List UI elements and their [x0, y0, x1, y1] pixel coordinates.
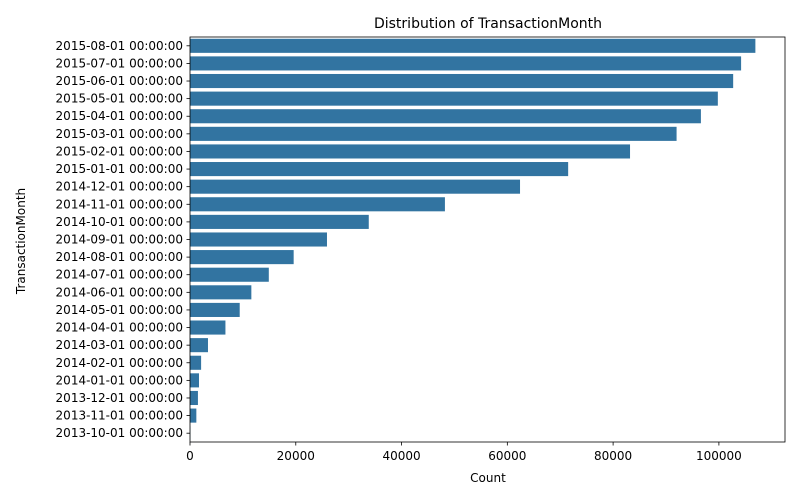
y-tick-label: 2014-05-01 00:00:00 [56, 303, 183, 317]
bar [190, 390, 198, 406]
y-tick-label: 2013-11-01 00:00:00 [56, 409, 183, 423]
bar [190, 126, 677, 141]
y-tick-label: 2014-03-01 00:00:00 [56, 338, 183, 352]
bar [190, 250, 294, 265]
y-tick-label: 2015-06-01 00:00:00 [56, 74, 183, 88]
bar [190, 91, 718, 106]
bar [190, 144, 631, 159]
bar [190, 179, 521, 194]
bar [190, 162, 569, 177]
x-tick-label: 0 [186, 449, 194, 463]
y-tick-label: 2014-09-01 00:00:00 [56, 233, 183, 247]
bar [190, 285, 252, 300]
y-tick-label: 2014-07-01 00:00:00 [56, 268, 183, 282]
y-tick-label: 2014-10-01 00:00:00 [56, 215, 183, 229]
y-tick-label: 2015-05-01 00:00:00 [56, 92, 183, 106]
y-tick-label: 2015-03-01 00:00:00 [56, 127, 183, 141]
bar [190, 232, 327, 247]
y-tick-label: 2013-10-01 00:00:00 [56, 426, 183, 440]
y-tick-label: 2014-08-01 00:00:00 [56, 250, 183, 264]
x-tick-label: 20000 [277, 449, 315, 463]
y-tick-label: 2015-07-01 00:00:00 [56, 56, 183, 70]
bar [190, 338, 208, 353]
y-tick-label: 2015-01-01 00:00:00 [56, 162, 183, 176]
x-tick-label: 60000 [488, 449, 526, 463]
x-axis-ticks: 0 20000 40000 60000 80000 100000 [186, 442, 742, 463]
bar [190, 355, 202, 370]
y-axis-label: TransactionMonth [14, 188, 28, 295]
bar [190, 56, 742, 71]
y-axis-ticks: 2015-08-01 00:00:00 2015-07-01 00:00:00 20… [56, 39, 190, 440]
chart-title: Distribution of TransactionMonth [374, 16, 602, 32]
bar [190, 302, 240, 317]
bar [190, 38, 756, 53]
y-tick-label: 2014-06-01 00:00:00 [56, 285, 183, 299]
bar [190, 109, 701, 124]
bars-group [190, 38, 756, 441]
y-tick-label: 2015-04-01 00:00:00 [56, 109, 183, 123]
bar [190, 214, 369, 229]
y-tick-label: 2015-08-01 00:00:00 [56, 39, 183, 53]
bar [190, 408, 197, 423]
bar [190, 197, 445, 212]
bar [190, 373, 199, 388]
x-tick-label: 100000 [696, 449, 742, 463]
y-tick-label: 2014-11-01 00:00:00 [56, 197, 183, 211]
bar [190, 73, 734, 89]
bar [190, 267, 269, 282]
x-axis-label: Count [470, 471, 506, 485]
y-tick-label: 2013-12-01 00:00:00 [56, 391, 183, 405]
y-tick-label: 2014-12-01 00:00:00 [56, 180, 183, 194]
y-tick-label: 2015-02-01 00:00:00 [56, 144, 183, 158]
plot-frame [189, 36, 786, 443]
bar [190, 320, 226, 335]
y-tick-label: 2014-02-01 00:00:00 [56, 356, 183, 370]
y-tick-label: 2014-01-01 00:00:00 [56, 373, 183, 387]
y-tick-label: 2014-04-01 00:00:00 [56, 321, 183, 335]
x-tick-label: 40000 [382, 449, 420, 463]
x-tick-label: 80000 [594, 449, 632, 463]
